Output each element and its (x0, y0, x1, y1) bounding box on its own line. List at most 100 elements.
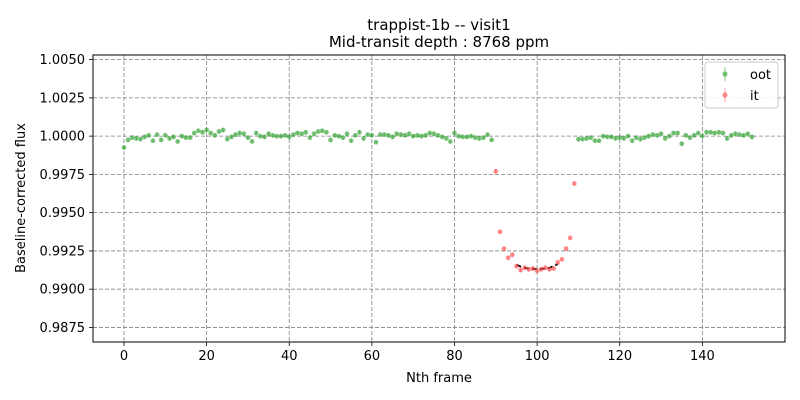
point-oot (262, 134, 267, 140)
point-oot (737, 132, 742, 137)
series-oot (121, 127, 755, 151)
point-oot (741, 132, 747, 138)
point-oot (237, 130, 243, 136)
point-oot (274, 133, 280, 139)
point-it (534, 268, 540, 274)
point-oot (675, 130, 680, 136)
point-oot (588, 135, 594, 141)
point-oot (369, 132, 375, 138)
point-oot (489, 137, 495, 143)
point-oot (654, 132, 660, 138)
series-it (493, 168, 577, 274)
point-oot (394, 131, 400, 137)
point-oot (431, 131, 437, 137)
point-oot (650, 132, 656, 137)
point-oot (307, 135, 313, 141)
y-axis-label: Baseline-corrected flux (14, 123, 29, 273)
point-oot (642, 135, 647, 141)
point-oot (687, 135, 693, 141)
x-axis-ticks: 0 20 40 60 80 100 120 140 (120, 342, 715, 364)
y-tick-label: 1.0050 (40, 53, 86, 68)
point-it (493, 168, 499, 174)
point-oot (220, 127, 226, 133)
point-oot (613, 136, 619, 141)
point-oot (733, 131, 738, 137)
point-oot (584, 136, 590, 141)
x-tick-label: 60 (364, 349, 381, 364)
point-oot (266, 131, 271, 137)
point-oot (600, 133, 606, 139)
point-oot (596, 138, 602, 144)
point-oot (319, 128, 325, 134)
legend-marker-it (722, 92, 728, 98)
x-tick-label: 20 (198, 349, 215, 364)
y-tick-label: 0.9975 (40, 168, 86, 183)
point-oot (617, 135, 623, 141)
point-oot (200, 129, 205, 135)
chart-title: trappist-1b -- visit1 (367, 16, 510, 34)
point-it (547, 266, 552, 272)
point-oot (576, 136, 581, 142)
legend-label-oot: oot (750, 68, 771, 83)
point-oot (158, 137, 164, 143)
point-oot (377, 132, 383, 137)
x-tick-label: 80 (446, 349, 463, 364)
point-oot (365, 132, 371, 137)
point-oot (340, 135, 346, 141)
point-oot (167, 136, 172, 141)
y-tick-label: 0.9900 (40, 283, 86, 298)
point-oot (373, 139, 379, 145)
point-oot (485, 132, 490, 137)
point-oot (472, 135, 478, 141)
y-tick-label: 0.9950 (40, 206, 86, 221)
point-oot (385, 132, 391, 138)
point-oot (290, 132, 296, 137)
point-oot (270, 132, 276, 138)
point-oot (398, 132, 404, 137)
point-oot (125, 137, 131, 143)
point-it (542, 265, 548, 271)
point-it (501, 246, 507, 252)
point-it (563, 246, 569, 252)
point-oot (390, 134, 395, 140)
point-oot (481, 135, 486, 141)
point-oot (592, 138, 598, 144)
point-oot (224, 136, 230, 142)
point-oot (476, 136, 482, 141)
point-oot (361, 136, 367, 141)
point-oot (344, 131, 350, 137)
point-it (522, 265, 528, 271)
x-tick-label: 0 (120, 349, 128, 364)
point-oot (299, 131, 305, 137)
point-it (509, 252, 515, 258)
point-oot (171, 134, 176, 140)
point-it (551, 266, 557, 271)
point-oot (580, 136, 585, 142)
point-oot (249, 139, 255, 144)
transit-model (516, 263, 559, 270)
point-oot (195, 128, 201, 134)
point-oot (683, 132, 689, 138)
point-oot (468, 133, 474, 139)
chart-subtitle: Mid-transit depth : 8768 ppm (329, 33, 549, 51)
point-oot (146, 132, 152, 138)
point-oot (245, 135, 251, 141)
point-oot (419, 133, 424, 139)
plot-area-frame (92, 54, 786, 343)
legend-marker-oot (722, 71, 728, 77)
point-oot (241, 131, 247, 137)
point-it (518, 267, 523, 273)
point-oot (229, 134, 234, 140)
y-tick-label: 0.9925 (40, 244, 86, 259)
point-oot (138, 136, 143, 142)
point-it (497, 229, 503, 235)
point-oot (187, 135, 193, 141)
point-oot (212, 132, 218, 138)
point-oot (658, 131, 664, 137)
x-tick-label: 140 (690, 349, 715, 364)
y-tick-label: 1.0000 (40, 130, 86, 145)
point-oot (257, 133, 263, 139)
point-oot (179, 133, 185, 139)
point-oot (328, 137, 333, 143)
point-oot (175, 139, 181, 144)
